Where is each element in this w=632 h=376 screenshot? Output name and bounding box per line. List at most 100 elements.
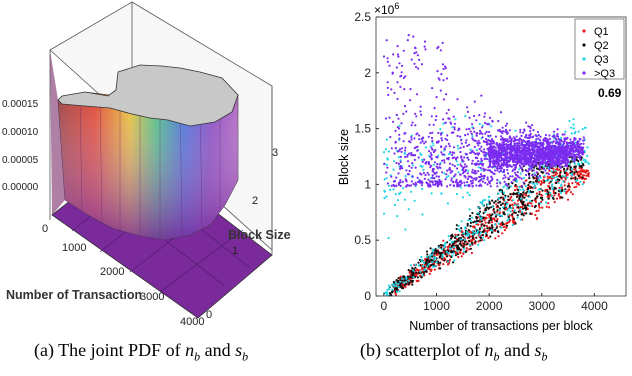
point-Q2 — [491, 199, 494, 202]
point-Q2 — [420, 276, 423, 279]
point-Q3 — [579, 180, 582, 183]
point-Q3 — [545, 179, 548, 182]
point-gtQ3 — [436, 47, 439, 50]
point-gtQ3 — [503, 180, 506, 183]
point-Q3 — [572, 118, 575, 121]
point-gtQ3 — [486, 178, 489, 181]
point-gtQ3 — [518, 154, 521, 157]
point-gtQ3 — [460, 182, 463, 185]
point-gtQ3 — [519, 150, 522, 153]
point-gtQ3 — [398, 62, 401, 65]
point-gtQ3 — [471, 159, 474, 162]
point-gtQ3 — [478, 162, 481, 165]
point-gtQ3 — [466, 144, 469, 147]
legend-label-q2: Q2 — [594, 40, 609, 52]
point-Q1 — [404, 286, 407, 289]
point-gtQ3 — [526, 156, 529, 159]
point-gtQ3 — [556, 128, 559, 131]
point-Q3 — [439, 128, 442, 131]
point-gtQ3 — [410, 136, 413, 139]
point-Q3 — [445, 250, 448, 253]
point-gtQ3 — [384, 117, 388, 120]
point-gtQ3 — [422, 171, 425, 175]
point-gtQ3 — [411, 121, 414, 124]
point-Q2 — [546, 189, 549, 192]
point-gtQ3 — [577, 140, 580, 143]
point-gtQ3 — [485, 130, 488, 133]
point-Q2 — [433, 249, 437, 252]
point-Q2 — [482, 212, 485, 215]
point-Q3 — [545, 192, 548, 195]
y-tick: 1 — [232, 245, 238, 257]
point-gtQ3 — [569, 145, 573, 148]
point-Q2 — [471, 211, 474, 215]
point-gtQ3 — [449, 121, 452, 124]
point-Q3 — [462, 247, 466, 250]
point-gtQ3 — [399, 165, 402, 168]
point-Q3 — [469, 219, 472, 222]
point-gtQ3 — [566, 158, 569, 161]
point-gtQ3 — [430, 164, 433, 167]
point-gtQ3 — [529, 132, 532, 136]
point-gtQ3 — [430, 136, 434, 140]
point-Q2 — [541, 189, 544, 192]
point-gtQ3 — [497, 151, 500, 154]
point-gtQ3 — [518, 142, 521, 145]
point-Q3 — [527, 190, 530, 193]
point-Q1 — [566, 173, 569, 176]
point-gtQ3 — [505, 183, 508, 186]
point-gtQ3 — [498, 155, 501, 158]
point-Q1 — [394, 293, 398, 296]
point-gtQ3 — [480, 94, 483, 97]
point-gtQ3 — [419, 181, 423, 184]
point-gtQ3 — [435, 165, 438, 168]
point-gtQ3 — [452, 146, 456, 149]
point-gtQ3 — [478, 129, 482, 132]
point-gtQ3 — [481, 136, 484, 139]
point-gtQ3 — [491, 165, 494, 168]
point-gtQ3 — [486, 176, 489, 179]
point-Q1 — [573, 186, 576, 189]
point-gtQ3 — [445, 145, 448, 148]
point-gtQ3 — [575, 146, 578, 149]
point-Q3 — [459, 186, 462, 189]
point-gtQ3 — [527, 164, 531, 167]
point-gtQ3 — [440, 132, 443, 135]
z-tick: 0.00015 — [2, 99, 39, 110]
x-tick: 4000 — [180, 316, 204, 328]
point-Q2 — [487, 221, 490, 224]
point-gtQ3 — [518, 164, 521, 167]
point-gtQ3 — [510, 165, 513, 168]
point-gtQ3 — [397, 55, 400, 58]
point-gtQ3 — [546, 158, 549, 161]
point-gtQ3 — [396, 53, 400, 56]
point-gtQ3 — [431, 87, 434, 90]
point-Q2 — [401, 279, 404, 282]
point-gtQ3 — [482, 162, 485, 166]
point-Q3 — [476, 232, 479, 235]
point-gtQ3 — [534, 174, 537, 177]
point-gtQ3 — [403, 132, 406, 135]
point-gtQ3 — [452, 184, 455, 187]
point-Q1 — [513, 202, 516, 205]
point-gtQ3 — [419, 105, 422, 108]
point-Q2 — [446, 241, 449, 244]
point-gtQ3 — [571, 158, 574, 161]
point-gtQ3 — [418, 58, 421, 62]
point-Q1 — [548, 206, 551, 209]
point-gtQ3 — [459, 173, 462, 176]
point-gtQ3 — [463, 181, 466, 184]
point-gtQ3 — [436, 185, 439, 188]
point-gtQ3 — [427, 185, 430, 188]
point-Q3 — [399, 159, 402, 162]
point-Q1 — [552, 189, 555, 193]
point-gtQ3 — [514, 166, 517, 169]
point-Q3 — [397, 156, 400, 159]
point-gtQ3 — [456, 98, 459, 101]
point-gtQ3 — [459, 163, 462, 166]
point-gtQ3 — [487, 166, 490, 169]
point-Q2 — [484, 207, 487, 210]
point-Q3 — [514, 129, 517, 132]
x-tick: 1000 — [62, 242, 86, 254]
point-gtQ3 — [466, 172, 469, 175]
